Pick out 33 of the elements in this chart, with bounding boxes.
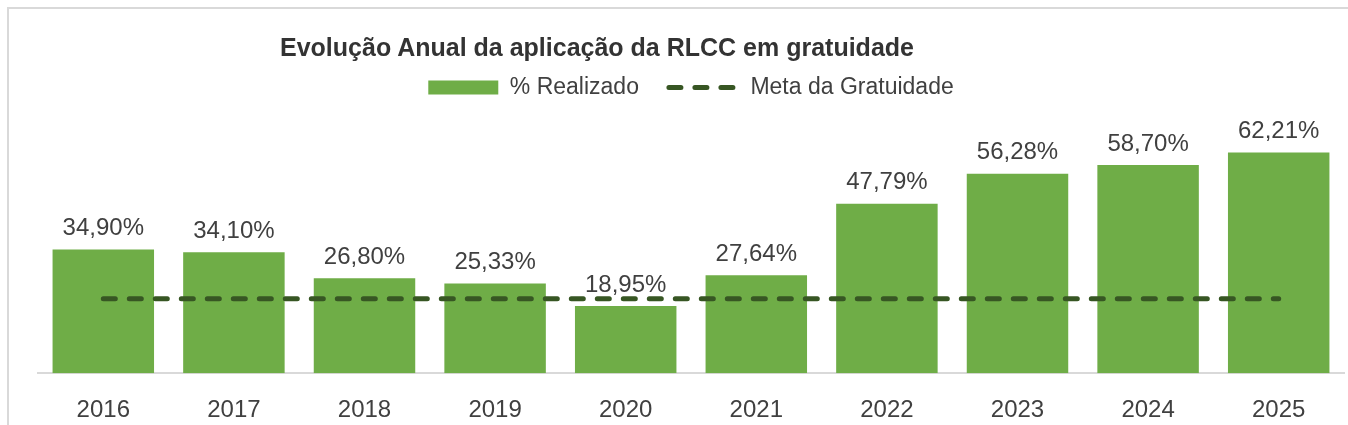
chart-title: Evolução Anual da aplicação da RLCC em gratuidade [279, 32, 915, 62]
bar [313, 278, 416, 374]
data-label: 18,95% [585, 269, 667, 297]
data-label: 34,10% [193, 215, 275, 243]
data-label: 58,70% [1107, 128, 1189, 156]
legend-label: % Realizado [509, 72, 639, 99]
bar [183, 252, 285, 374]
x-tick-label: 2021 [729, 395, 783, 423]
bar [444, 283, 546, 374]
x-tick-label: 2023 [990, 395, 1045, 423]
bar [966, 173, 1069, 374]
data-label: 47,79% [846, 167, 928, 195]
data-label: 34,90% [62, 213, 144, 241]
data-label: 25,33% [454, 247, 536, 275]
bar [705, 275, 808, 374]
bar [574, 306, 677, 374]
data-label: 62,21% [1238, 116, 1320, 144]
data-label: 56,28% [976, 137, 1059, 165]
legend-label: Meta da Gratuidade [750, 72, 954, 99]
bar [836, 203, 938, 374]
x-tick-label: 2018 [337, 395, 392, 423]
x-tick-label: 2025 [1252, 395, 1306, 423]
x-tick-label: 2016 [76, 395, 130, 423]
x-tick-label: 2019 [468, 395, 522, 423]
data-label: 26,80% [323, 241, 406, 269]
bar [1227, 152, 1330, 374]
x-tick-label: 2024 [1121, 395, 1175, 423]
x-tick-label: 2022 [860, 395, 914, 423]
x-tick-label: 2020 [599, 395, 653, 423]
bar [52, 249, 155, 374]
bar [1097, 165, 1199, 374]
x-tick-label: 2017 [207, 395, 261, 423]
data-label: 27,64% [715, 238, 797, 266]
